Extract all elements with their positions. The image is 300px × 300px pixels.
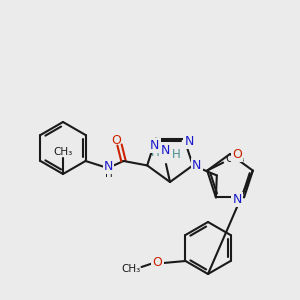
Text: O: O (112, 134, 122, 146)
Text: N: N (184, 135, 194, 148)
Text: O: O (232, 148, 242, 160)
Text: N: N (104, 160, 113, 172)
Text: CH₃: CH₃ (226, 154, 245, 164)
Text: N: N (150, 139, 160, 152)
Text: O: O (152, 256, 162, 268)
Text: N: N (160, 143, 170, 157)
Text: H: H (105, 169, 112, 179)
Text: CH₃: CH₃ (53, 147, 73, 157)
Text: N: N (232, 193, 242, 206)
Text: N: N (192, 159, 202, 172)
Text: H: H (172, 148, 180, 160)
Text: CH₃: CH₃ (122, 264, 141, 274)
Text: H: H (151, 146, 159, 158)
